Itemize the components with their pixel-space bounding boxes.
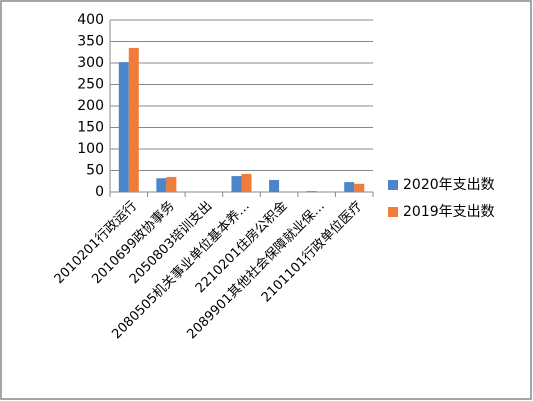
legend-label: 2020年支出数	[403, 177, 495, 193]
bar	[166, 176, 177, 192]
y-tick-label: 200	[77, 98, 104, 114]
bar	[306, 191, 317, 192]
y-tick-label: 50	[86, 163, 104, 179]
y-tick-label: 400	[77, 12, 104, 28]
bar	[241, 173, 252, 192]
bar	[128, 47, 139, 193]
y-tick-label: 300	[77, 55, 104, 71]
y-tick-label: 350	[77, 34, 104, 50]
y-tick-label: 150	[77, 120, 104, 136]
bar	[344, 182, 355, 192]
bar	[269, 179, 280, 192]
y-tick-label: 250	[77, 77, 104, 93]
y-tick-label: 100	[77, 141, 104, 157]
legend-swatch	[388, 207, 398, 217]
y-tick-label: 0	[95, 184, 104, 200]
bar	[231, 176, 242, 192]
legend-swatch	[388, 180, 398, 190]
bar	[118, 62, 129, 192]
bar	[354, 183, 365, 192]
bar	[156, 178, 167, 192]
legend-label: 2019年支出数	[403, 204, 495, 220]
